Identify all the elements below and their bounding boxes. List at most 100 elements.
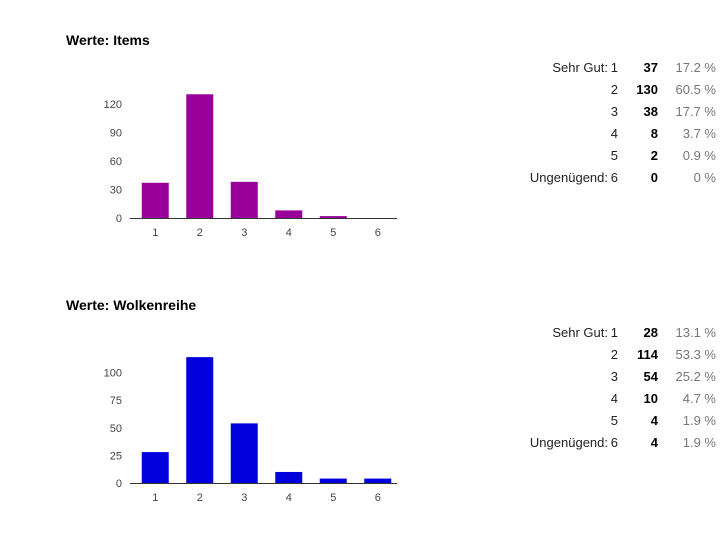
- percent-value: 60.5 %: [675, 82, 716, 97]
- count-value: 4: [650, 435, 658, 450]
- percent-value: 17.7 %: [675, 104, 716, 119]
- stats-row: 4 8 3.7 %: [530, 123, 716, 145]
- grade-number: 4: [610, 126, 618, 141]
- count-value: 8: [650, 126, 658, 141]
- grade-label: Sehr Gut:: [552, 60, 608, 75]
- x-tick-label: 4: [286, 227, 292, 239]
- stats-row: 2 130 60.5 %: [530, 79, 716, 101]
- y-tick-label: 25: [110, 450, 122, 462]
- count-value: 38: [643, 104, 658, 119]
- items-stats-table: Sehr Gut: 1 37 17.2 % 2 130 60.5 % 3 38 17.7 % 4 8 3…: [530, 57, 716, 189]
- bar: [319, 478, 347, 483]
- x-tick-label: 1: [152, 492, 158, 504]
- count-value: 0: [650, 170, 658, 185]
- grade-number: 1: [610, 325, 618, 340]
- bar: [364, 478, 392, 483]
- grade-number: 3: [610, 369, 618, 384]
- grade-number: 6: [610, 170, 618, 185]
- bar: [230, 181, 258, 218]
- grade-number: 2: [610, 347, 618, 362]
- x-tick-label: 5: [330, 492, 336, 504]
- stats-row: Sehr Gut: 1 28 13.1 %: [530, 322, 716, 344]
- x-tick-label: 6: [375, 492, 381, 504]
- percent-value: 1.9 %: [682, 435, 716, 450]
- grade-label: [530, 123, 608, 145]
- bar: [275, 210, 303, 218]
- wolkenreihe-chart-block: Werte: Wolkenreihe 0 25 50 75 100 1 2 3 4 5 6 Sehr…: [0, 297, 724, 547]
- percent-value: 17.2 %: [675, 60, 716, 75]
- percent-value: 4.7 %: [682, 391, 716, 406]
- percent-value: 13.1 %: [675, 325, 716, 340]
- y-tick-label: 75: [110, 395, 122, 407]
- stats-row: Ungenügend: 6 4 1.9 %: [530, 432, 716, 454]
- grade-label: Ungenügend:: [529, 170, 608, 185]
- count-value: 28: [643, 325, 658, 340]
- grade-number: 2: [610, 82, 618, 97]
- stats-row: Ungenügend: 6 0 0 %: [530, 167, 716, 189]
- y-tick-label: 0: [116, 213, 122, 225]
- bar: [230, 423, 258, 483]
- count-value: 10: [643, 391, 658, 406]
- items-bar-chart: 0 30 60 90 120 1 2 3 4 5 6: [104, 94, 397, 239]
- bar: [275, 471, 303, 483]
- grade-number: 3: [610, 104, 618, 119]
- y-tick-label: 30: [110, 184, 122, 196]
- grade-number: 1: [610, 60, 618, 75]
- y-tick-label: 120: [104, 99, 122, 111]
- grade-label: [530, 366, 608, 388]
- grade-label: [530, 388, 608, 410]
- count-value: 4: [650, 413, 658, 428]
- percent-value: 25.2 %: [675, 369, 716, 384]
- bar: [186, 357, 214, 483]
- grade-label: [530, 410, 608, 432]
- stats-row: 5 2 0.9 %: [530, 145, 716, 167]
- count-value: 37: [643, 60, 658, 75]
- bar: [186, 94, 214, 218]
- grade-label: [530, 344, 608, 366]
- grade-label: [530, 145, 608, 167]
- bar: [319, 216, 347, 218]
- grade-label: [530, 101, 608, 123]
- y-tick-label: 60: [110, 156, 122, 168]
- y-tick-label: 100: [104, 368, 122, 380]
- x-tick-label: 4: [286, 492, 292, 504]
- y-tick-label: 90: [110, 127, 122, 139]
- x-tick-label: 3: [241, 227, 247, 239]
- stats-row: 3 38 17.7 %: [530, 101, 716, 123]
- stats-row: Sehr Gut: 1 37 17.2 %: [530, 57, 716, 79]
- chart-title: Werte: Wolkenreihe: [66, 297, 197, 313]
- x-tick-label: 2: [197, 227, 203, 239]
- y-tick-label: 50: [110, 423, 122, 435]
- y-tick-label: 0: [116, 478, 122, 490]
- bar: [141, 452, 169, 483]
- x-tick-label: 3: [241, 492, 247, 504]
- percent-value: 53.3 %: [675, 347, 716, 362]
- stats-row: 5 4 1.9 %: [530, 410, 716, 432]
- stats-row: 2 114 53.3 %: [530, 344, 716, 366]
- grade-label: Ungenügend:: [529, 435, 608, 450]
- percent-value: 0 %: [693, 170, 716, 185]
- grade-label: Sehr Gut:: [552, 325, 608, 340]
- x-tick-label: 1: [152, 227, 158, 239]
- wolkenreihe-bar-chart: 0 25 50 75 100 1 2 3 4 5 6: [104, 357, 397, 504]
- x-tick-label: 5: [330, 227, 336, 239]
- grade-label: [530, 79, 608, 101]
- stats-row: 3 54 25.2 %: [530, 366, 716, 388]
- grade-number: 4: [610, 391, 618, 406]
- wolkenreihe-stats-table: Sehr Gut: 1 28 13.1 % 2 114 53.3 % 3 54 25.2 % 4 10…: [530, 322, 716, 454]
- grade-number: 6: [610, 435, 618, 450]
- bar: [141, 182, 169, 218]
- stats-row: 4 10 4.7 %: [530, 388, 716, 410]
- percent-value: 1.9 %: [682, 413, 716, 428]
- percent-value: 3.7 %: [682, 126, 716, 141]
- percent-value: 0.9 %: [682, 148, 716, 163]
- x-tick-label: 6: [375, 227, 381, 239]
- items-chart-block: Werte: Items 0 30 60 90 120 1 2 3 4 5 6 Sehr Gut: 1…: [0, 32, 724, 282]
- count-value: 130: [636, 82, 658, 97]
- x-tick-label: 2: [197, 492, 203, 504]
- count-value: 54: [643, 369, 658, 384]
- grade-number: 5: [610, 413, 618, 428]
- grade-number: 5: [610, 148, 618, 163]
- count-value: 114: [637, 347, 658, 362]
- chart-title: Werte: Items: [66, 32, 150, 48]
